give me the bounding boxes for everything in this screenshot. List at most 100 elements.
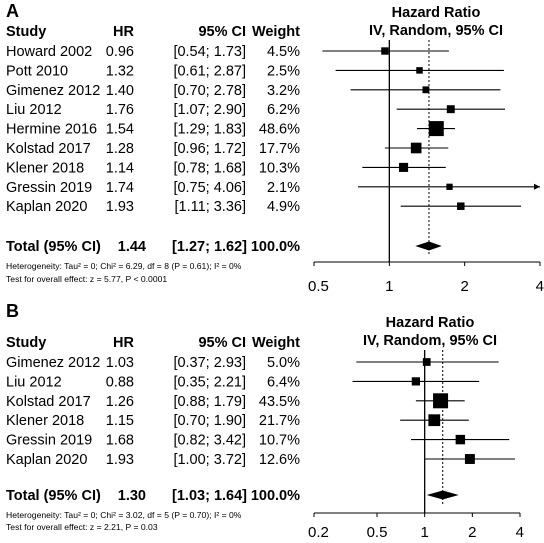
panel-a-study-hr: 0.96 (106, 44, 134, 60)
panel-a-x-tick-label: 1 (385, 278, 393, 295)
panel-b-study-weight: 21.7% (259, 413, 300, 429)
panel-a-study-name: Hermine 2016 (6, 122, 97, 138)
panel-b-overall-effect: Test for overall effect: z = 2.21, P = 0… (6, 522, 158, 532)
panel-b-x-tick-label: 4 (516, 524, 524, 541)
panel-a-point-estimate (446, 183, 453, 190)
panel-b-header-weight: Weight (252, 335, 300, 351)
panel-a-study-name: Klener 2018 (6, 160, 84, 176)
panel-a-point-estimate (446, 105, 455, 114)
panel-a-point-estimate (422, 86, 430, 94)
panel-b-study-ci: [1.00; 3.72] (173, 452, 246, 468)
panel-b-study-weight: 6.4% (267, 374, 300, 390)
panel-b-study-ci: [0.37; 2.93] (173, 355, 246, 371)
panel-b-heterogeneity: Heterogeneity: Tau² = 0; Chi² = 3.02, df… (6, 510, 242, 520)
panel-b-point-estimate (428, 414, 441, 427)
panel-a-total-ci: [1.27; 1.62] (172, 239, 247, 255)
panel-b-study-weight: 5.0% (267, 355, 300, 371)
panel-a-x-tick-label: 2 (460, 278, 468, 295)
panel-a-study-name: Pott 2010 (6, 63, 68, 79)
panel-a-study-ci: [0.96; 1.72] (173, 141, 246, 157)
panel-a-total-name: Total (95% CI) (6, 239, 101, 255)
panel-b-pooled-diamond (426, 490, 459, 500)
panel-b-study-name: Gressin 2019 (6, 433, 92, 449)
panel-a-study-hr: 1.76 (106, 102, 134, 118)
panel-b-x-tick-label: 0.2 (308, 524, 329, 541)
panel-a-study-ci: [0.61; 2.87] (173, 63, 246, 79)
panel-b-study-hr: 0.88 (106, 374, 134, 390)
panel-b-study-ci: [0.88; 1.79] (173, 394, 246, 410)
panel-b-study-hr: 1.93 (106, 452, 134, 468)
panel-b-total-name: Total (95% CI) (6, 488, 101, 504)
panel-a-study-name: Liu 2012 (6, 102, 62, 118)
panel-b-study-name: Gimenez 2012 (6, 355, 100, 371)
panel-b-point-estimate (464, 454, 475, 464)
panel-a-pooled-diamond (415, 241, 442, 251)
panel-b-study-ci: [0.70; 1.90] (173, 413, 246, 429)
panel-b-study-hr: 1.68 (106, 433, 134, 449)
panel-b-title-line2: IV, Random, 95% CI (363, 333, 497, 349)
panel-a-study-hr: 1.32 (106, 63, 134, 79)
panel-a-study-ci: [1.29; 1.83] (173, 122, 246, 138)
panel-a-study-weight: 4.5% (267, 44, 300, 60)
panel-a-study-name: Gimenez 2012 (6, 83, 100, 99)
panel-a-overall-effect: Test for overall effect: z = 5.77, P < 0… (6, 274, 167, 284)
panel-a-label: A (6, 1, 19, 21)
panel-b-title-line1: Hazard Ratio (386, 315, 475, 331)
panel-b-study-name: Liu 2012 (6, 374, 62, 390)
panel-a-study-hr: 1.93 (106, 199, 134, 215)
panel-a-heterogeneity: Heterogeneity: Tau² = 0; Chi² = 6.29, df… (6, 261, 242, 271)
panel-b-study-name: Kaplan 2020 (6, 452, 87, 468)
panel-a-header-ci: 95% CI (198, 24, 246, 40)
panel-b-header-study: Study (6, 335, 46, 351)
panel-b-study-hr: 1.15 (106, 413, 134, 429)
panel-a-study-hr: 1.74 (106, 180, 134, 196)
panel-b-header-ci: 95% CI (198, 335, 246, 351)
panel-a-point-estimate (428, 121, 444, 137)
panel-a-study-ci: [0.70; 2.78] (173, 83, 246, 99)
panel-b-point-estimate (433, 393, 449, 409)
panel-a-x-tick-label: 4 (536, 278, 544, 295)
panel-a-study-weight: 4.9% (267, 199, 300, 215)
panel-b-x-tick-label: 2 (468, 524, 476, 541)
panel-a-study-weight: 2.5% (267, 63, 300, 79)
panel-a-study-hr: 1.40 (106, 83, 134, 99)
panel-a-total-hr: 1.44 (118, 239, 146, 255)
panel-a-point-estimate (410, 142, 422, 154)
panel-a-title-line1: Hazard Ratio (392, 5, 481, 21)
panel-b-study-weight: 43.5% (259, 394, 300, 410)
panel-a-study-weight: 17.7% (259, 141, 300, 157)
panel-a-study-name: Kaplan 2020 (6, 199, 87, 215)
panel-a-header-hr: HR (113, 24, 134, 40)
panel-b-point-estimate (422, 358, 431, 366)
panel-a-study-weight: 3.2% (267, 83, 300, 99)
panel-b-study-weight: 12.6% (259, 452, 300, 468)
panel-a-study-hr: 1.28 (106, 141, 134, 157)
panel-a-study-name: Gressin 2019 (6, 180, 92, 196)
panel-b-x-tick-label: 0.5 (367, 524, 388, 541)
panel-b-total-ci: [1.03; 1.64] (172, 488, 247, 504)
panel-a-study-ci: [1.11; 3.36] (175, 199, 246, 215)
panel-a-total-weight: 100.0% (251, 239, 300, 255)
panel-a-title-line2: IV, Random, 95% CI (369, 23, 503, 39)
panel-b-study-ci: [0.35; 2.21] (173, 374, 246, 390)
panel-a-header-weight: Weight (252, 24, 300, 40)
panel-b-study-ci: [0.82; 3.42] (173, 433, 246, 449)
panel-b-point-estimate (411, 377, 420, 386)
panel-a-study-ci: [0.75; 4.06] (173, 180, 246, 196)
panel-b-total-weight: 100.0% (251, 488, 300, 504)
panel-a-study-name: Howard 2002 (6, 44, 92, 60)
panel-b-header-hr: HR (113, 335, 134, 351)
panel-b-study-hr: 1.26 (106, 394, 134, 410)
panel-a-study-weight: 48.6% (259, 122, 300, 138)
panel-b-study-name: Klener 2018 (6, 413, 84, 429)
panel-a-ci-arrow (534, 183, 540, 190)
panel-a-study-hr: 1.54 (106, 122, 134, 138)
panel-a-x-tick-label: 0.5 (308, 278, 329, 295)
panel-a-study-weight: 10.3% (259, 160, 300, 176)
panel-a-header-study: Study (6, 24, 46, 40)
panel-a-point-estimate (381, 47, 389, 55)
panel-a-study-name: Kolstad 2017 (6, 141, 91, 157)
panel-b-study-name: Kolstad 2017 (6, 394, 91, 410)
panel-a-study-hr: 1.14 (106, 160, 134, 176)
panel-b-point-estimate (455, 434, 466, 445)
